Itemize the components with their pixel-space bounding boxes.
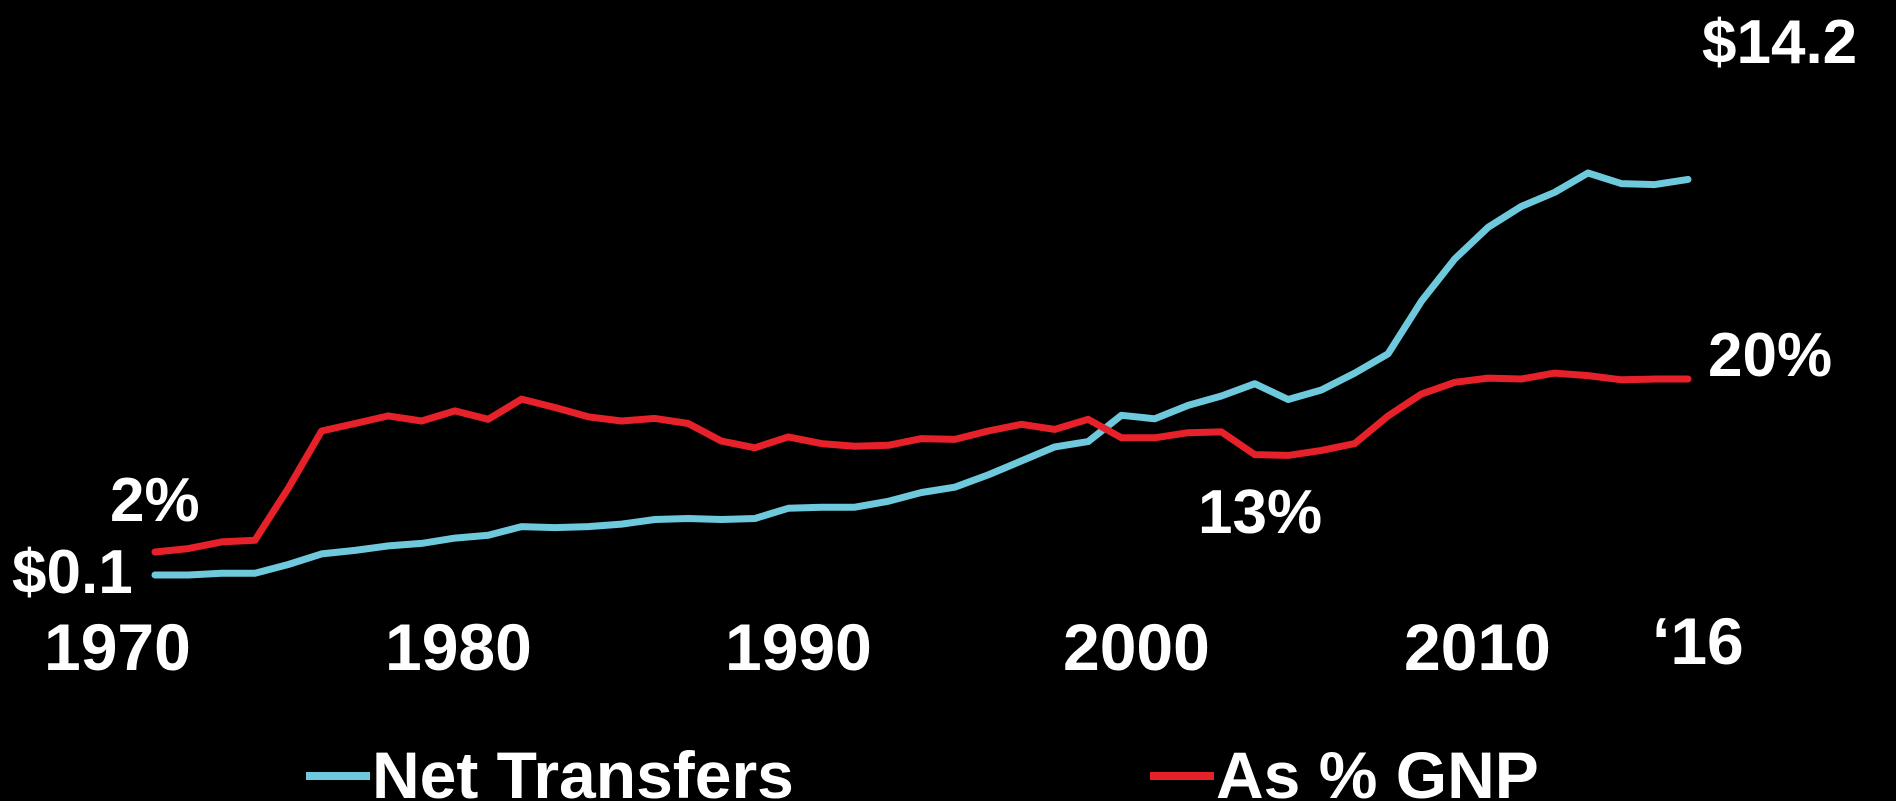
- series-line-gnp: [151, 369, 1692, 556]
- gnp-end-label: 20%: [1708, 321, 1832, 390]
- legend-label-gnp: As % GNP: [1216, 738, 1539, 801]
- x-tick-label: 2000: [1063, 610, 1210, 684]
- gnp-start-label: 2%: [110, 466, 200, 535]
- x-axis: 1970 1980 1990 2000 2010 ‘16: [44, 604, 1744, 684]
- x-tick-label: ‘16: [1652, 604, 1744, 678]
- net-transfers-start-label: $0.1: [12, 538, 133, 607]
- legend-label-net-transfers: Net Transfers: [372, 738, 794, 801]
- plot-area: [151, 169, 1692, 579]
- legend: Net Transfers As % GNP: [306, 738, 1539, 801]
- x-tick-label: 1970: [44, 610, 191, 684]
- x-tick-label: 2010: [1404, 610, 1551, 684]
- x-tick-label: 1980: [385, 610, 532, 684]
- x-tick-label: 1990: [725, 610, 872, 684]
- net-transfers-end-label: $14.2: [1702, 8, 1857, 77]
- gnp-mid-label: 13%: [1198, 478, 1322, 547]
- series-line-net-transfers: [151, 169, 1692, 579]
